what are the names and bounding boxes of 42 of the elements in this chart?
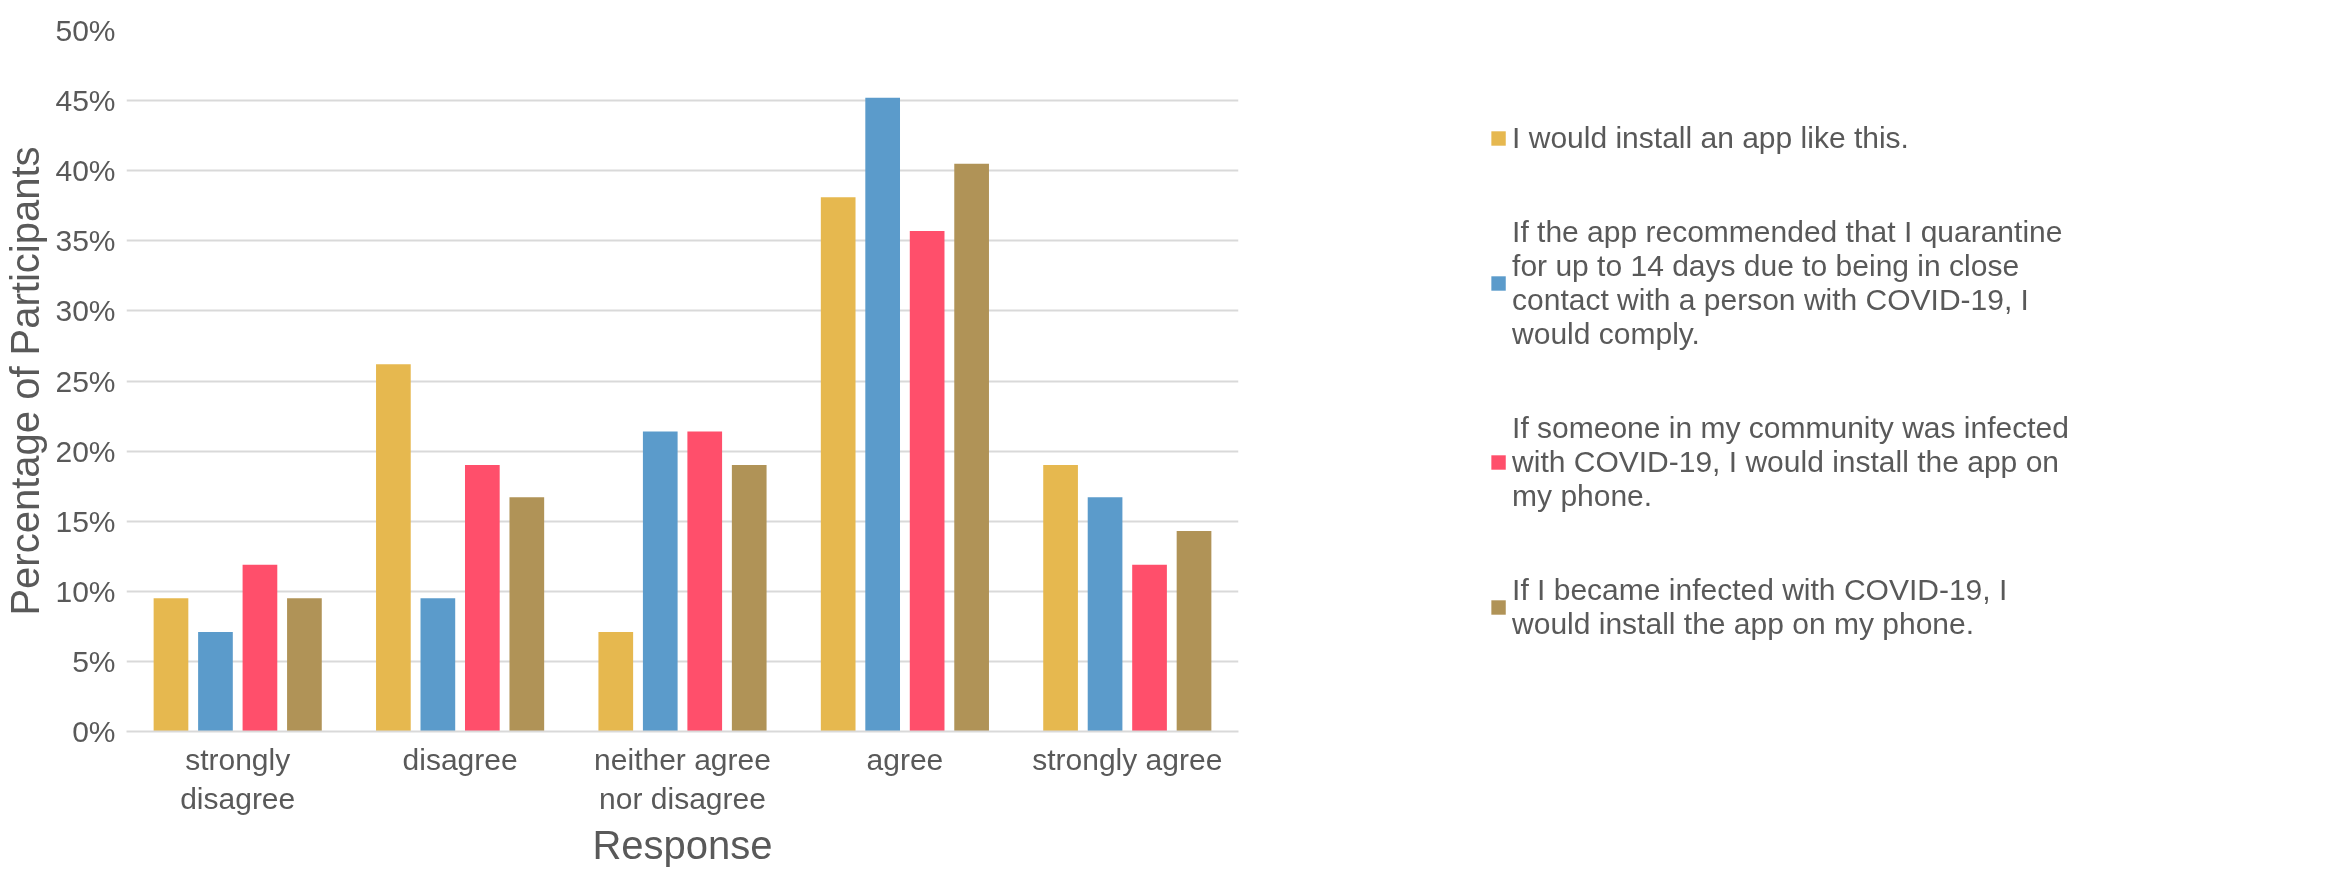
y-tick-label: 35% <box>55 224 116 258</box>
y-tick-label: 30% <box>55 294 116 328</box>
legend-label: If I became infected with COVID-19, I would install the app on my phone. <box>1512 572 2008 641</box>
bar <box>1087 497 1123 732</box>
bar <box>420 598 456 732</box>
x-tick-label: strongly agree <box>1032 742 1223 776</box>
bar <box>865 97 901 732</box>
y-tick-label: 15% <box>55 504 116 538</box>
y-tick-label: 20% <box>55 434 116 468</box>
y-tick-label: 0% <box>72 715 116 748</box>
bar <box>598 631 634 732</box>
bar <box>909 230 945 732</box>
y-tick-label: 45% <box>55 84 116 118</box>
y-tick-label: 40% <box>55 154 116 188</box>
bar <box>287 598 322 732</box>
bar <box>376 364 411 732</box>
x-tick-label: neither agree nor disagree <box>594 742 771 816</box>
bar <box>198 631 233 732</box>
bar <box>242 564 278 732</box>
bar <box>1176 531 1212 732</box>
bar <box>1132 564 1167 732</box>
bar <box>464 465 500 732</box>
bar <box>687 431 723 732</box>
legend-label: If the app recommended that I quarantine for up to 14 days due to being in close contact with a person with COVID-19, I would comply. <box>1512 214 2063 351</box>
bar <box>820 197 856 732</box>
bar <box>153 598 189 732</box>
y-tick-label: 10% <box>55 574 116 608</box>
legend-label: I would install an app like this. <box>1512 120 1909 155</box>
bar <box>509 497 545 732</box>
legend-label: If someone in my community was infected with COVID-19, I would install the app on my phone. <box>1512 410 2069 513</box>
bar <box>642 431 678 732</box>
y-tick-label: 5% <box>72 644 116 678</box>
y-tick-label: 50% <box>55 14 116 47</box>
y-axis-title: Percentage of Participants <box>3 146 48 616</box>
y-tick-label: 25% <box>55 364 116 398</box>
x-tick-label: disagree <box>402 742 518 776</box>
bar <box>731 465 767 732</box>
bar <box>954 163 989 732</box>
x-axis-title: Response <box>592 823 773 868</box>
x-tick-label: agree <box>866 742 944 776</box>
bar <box>1043 465 1078 732</box>
x-tick-label: strongly disagree <box>180 742 296 816</box>
